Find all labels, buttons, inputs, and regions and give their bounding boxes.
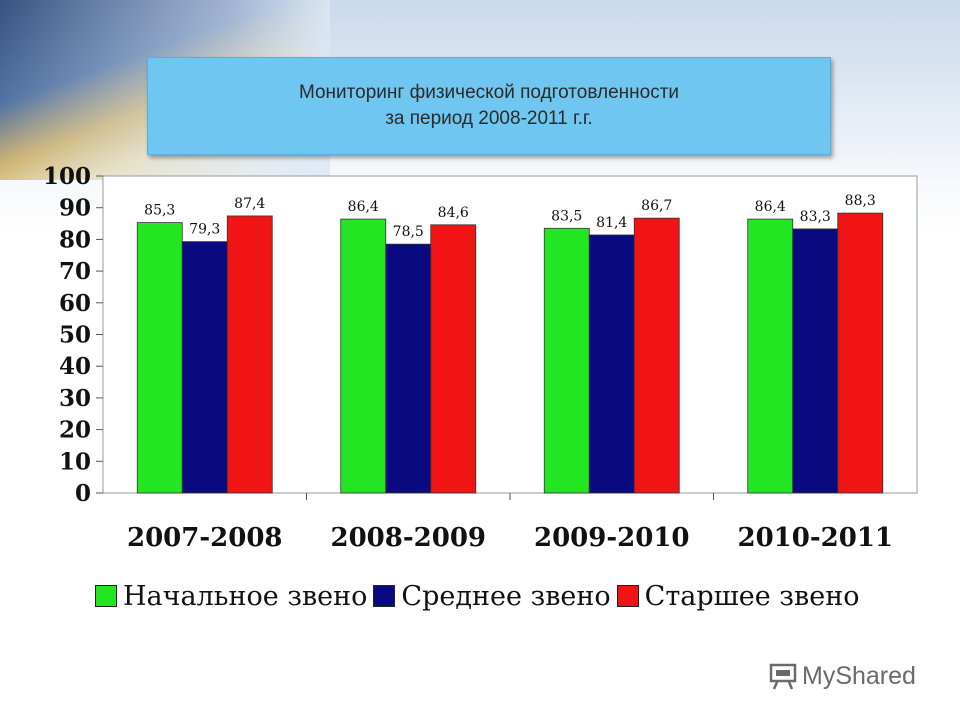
- data-label: 78,5: [393, 224, 424, 240]
- data-label: 79,3: [189, 222, 220, 238]
- legend-label-middle: Среднее звено: [401, 580, 611, 612]
- title-line-2: за период 2008-2011 г.г.: [385, 108, 593, 129]
- bar: [837, 212, 884, 494]
- data-label: 83,3: [800, 209, 831, 225]
- y-tick-label: 70: [59, 258, 91, 285]
- y-tick-label: 30: [59, 385, 91, 412]
- bar: [747, 218, 794, 494]
- y-tick-label: 50: [59, 322, 91, 349]
- legend-swatch-senior: [616, 585, 639, 607]
- data-label: 86,4: [755, 199, 786, 215]
- x-category-label: 2008-2009: [330, 523, 486, 553]
- y-tick-label: 90: [59, 195, 91, 222]
- y-tick-label: 100: [43, 163, 91, 190]
- y-tick-label: 60: [59, 290, 91, 317]
- watermark-text: MyShared: [802, 661, 916, 690]
- watermark: MyShared: [768, 656, 916, 696]
- legend-label-senior: Старшее звено: [644, 580, 860, 612]
- x-category-label: 2007-2008: [127, 523, 283, 553]
- legend-swatch-middle: [373, 585, 396, 607]
- bar: [792, 228, 839, 494]
- bar: [340, 218, 387, 494]
- data-label: 84,6: [438, 205, 469, 221]
- bar-chart: 0 10 20 30 40 50 60 70 80 90 100 85,3 79,3 87,4 2007-2…: [43, 163, 918, 553]
- legend: Начальное звено Среднее звено Старшее зв…: [95, 580, 865, 612]
- legend-item-middle: Среднее звено: [373, 580, 611, 612]
- bar: [226, 215, 273, 494]
- y-tick-label: 20: [59, 417, 91, 444]
- data-label: 83,5: [551, 208, 582, 224]
- y-tick-label: 0: [75, 480, 91, 507]
- data-label: 85,3: [144, 203, 175, 219]
- legend-swatch-primary: [95, 585, 117, 607]
- data-label: 81,4: [596, 215, 627, 231]
- legend-label-primary: Начальное звено: [123, 580, 368, 612]
- bar: [588, 234, 635, 494]
- x-category-label: 2009-2010: [534, 523, 690, 553]
- y-tick-label: 80: [59, 226, 91, 253]
- data-label: 88,3: [845, 193, 876, 209]
- title-line-1: Мониторинг физической подготовленности: [298, 82, 680, 103]
- data-label: 87,4: [234, 196, 265, 212]
- y-tick-label: 40: [59, 353, 91, 380]
- bar: [385, 243, 432, 494]
- data-label: 86,4: [348, 199, 379, 215]
- bar: [633, 217, 680, 494]
- data-label: 86,7: [641, 198, 672, 214]
- x-category-label: 2010-2011: [737, 523, 893, 553]
- bar: [430, 224, 477, 494]
- legend-item-primary: Начальное звено: [95, 581, 367, 612]
- bar: [543, 227, 590, 494]
- presentation-board-icon: [769, 663, 797, 690]
- bar: [136, 222, 183, 494]
- title-box: Мониторинг физической подготовленности з…: [147, 57, 831, 155]
- bar: [181, 241, 228, 494]
- y-tick-label: 10: [59, 448, 91, 475]
- legend-item-senior: Старшее звено: [616, 580, 860, 612]
